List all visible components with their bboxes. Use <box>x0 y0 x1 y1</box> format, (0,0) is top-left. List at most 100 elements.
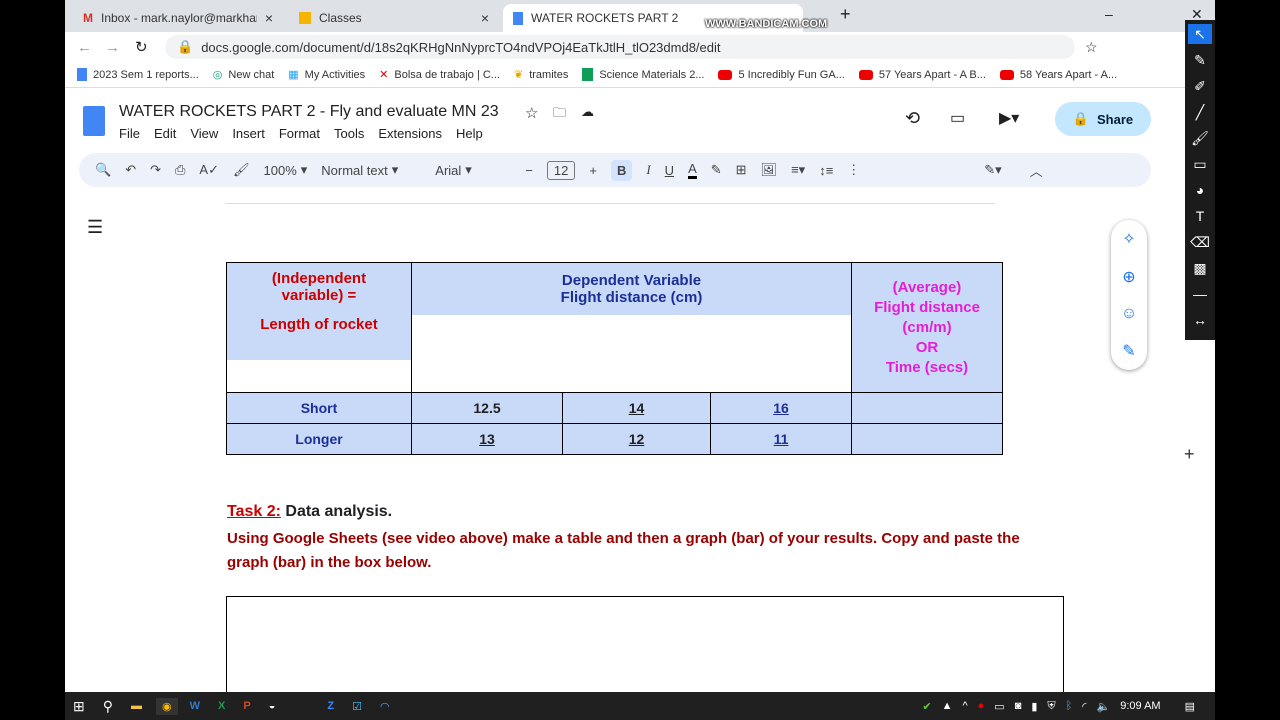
brush-icon[interactable]: 🖌 <box>1191 129 1209 146</box>
menu-help[interactable]: Help <box>455 126 483 141</box>
spellcheck-icon[interactable]: A✓ <box>199 162 219 177</box>
bookmark[interactable]: ◎ New chat <box>213 68 274 82</box>
palette-icon[interactable]: ◕ <box>1195 182 1205 198</box>
insert-image-icon[interactable]: 🖼 <box>760 162 778 177</box>
align-icon[interactable]: ≡▾ <box>791 162 806 177</box>
windows-start-icon[interactable]: ⊞ <box>73 697 85 714</box>
cursor-icon[interactable]: ↖ <box>1188 24 1212 44</box>
redo-icon[interactable]: ↷ <box>150 162 161 177</box>
table-cell[interactable]: 12.5 <box>411 392 563 424</box>
increase-size-button[interactable]: + <box>589 162 597 178</box>
font-select[interactable]: Arial ▾ <box>435 162 472 178</box>
share-button[interactable]: 🔒 Share <box>1055 102 1151 136</box>
more-icon[interactable]: ⋮ <box>847 162 861 177</box>
italic-button[interactable]: I <box>646 162 651 177</box>
row-label[interactable]: Longer <box>226 423 412 455</box>
zoom-icon[interactable]: Z <box>327 700 335 712</box>
bookmark[interactable]: ❦ tramites <box>514 68 568 82</box>
bookmark[interactable]: ✕ Bolsa de trabajo | C... <box>379 68 500 82</box>
forward-button[interactable]: → <box>105 38 120 56</box>
table-cell[interactable]: 13 <box>411 423 563 455</box>
empty-cell[interactable] <box>411 314 852 393</box>
search-icon[interactable]: ⚲ <box>102 697 113 714</box>
bookmark[interactable]: ▦ My Activities <box>288 68 365 82</box>
excel-icon[interactable]: X <box>218 700 226 712</box>
new-tab-button[interactable]: + <box>840 4 851 24</box>
close-icon[interactable]: × <box>264 10 273 26</box>
bookmark[interactable]: 5 Incredibly Fun GA... <box>718 69 845 81</box>
line-spacing-icon[interactable]: ↕≡ <box>819 162 834 178</box>
bookmark[interactable]: 57 Years Apart - A B... <box>858 69 986 81</box>
checker-icon[interactable]: ▩ <box>1193 259 1207 276</box>
outline-icon[interactable]: ☰ <box>87 217 104 237</box>
line-width-icon[interactable]: — <box>1193 286 1207 302</box>
tab-docs[interactable]: WATER ROCKETS PART 2 <box>503 4 803 32</box>
pencil-icon[interactable]: ✎ <box>1194 51 1206 68</box>
paint-format-icon[interactable]: 🖌 <box>232 162 250 177</box>
line-icon[interactable]: ╱ <box>1195 103 1205 120</box>
search-icon[interactable]: 🔍 <box>95 162 112 177</box>
average-cell[interactable] <box>851 392 1003 424</box>
average-cell[interactable] <box>851 423 1003 455</box>
font-size-input[interactable]: 12 <box>546 160 576 180</box>
powerpoint-icon[interactable]: P <box>243 700 251 712</box>
editing-mode-icon[interactable]: ✎▾ <box>984 162 1002 177</box>
bluetooth-icon[interactable]: ᛒ <box>1065 700 1073 712</box>
underline-button[interactable]: U <box>664 162 675 178</box>
marker-icon[interactable]: ✐ <box>1194 77 1206 94</box>
row-label[interactable]: Short <box>226 392 412 424</box>
bold-button[interactable]: B <box>610 159 633 181</box>
notes-icon[interactable]: ☑ <box>352 700 362 713</box>
menu-file[interactable]: File <box>119 126 140 141</box>
tab-gmail[interactable]: M Inbox - mark.naylor@markham.e × <box>73 4 283 32</box>
text-icon[interactable]: T <box>1195 208 1205 224</box>
bookmark[interactable]: Science Materials 2... <box>582 68 704 81</box>
file-explorer-icon[interactable]: ▬ <box>131 700 142 712</box>
add-comment-icon[interactable]: ⊕ <box>1122 269 1136 286</box>
decrease-size-button[interactable]: − <box>525 162 533 178</box>
suggest-edit-icon[interactable]: ✎ <box>1122 343 1136 360</box>
rectangle-icon[interactable]: ▭ <box>1193 155 1207 172</box>
bookmark[interactable]: 2023 Sem 1 reports... <box>77 68 199 81</box>
record-icon[interactable]: ● <box>977 700 985 712</box>
emoji-icon[interactable]: ☺ <box>1120 305 1138 322</box>
menu-extensions[interactable]: Extensions <box>378 126 442 141</box>
app-icon[interactable]: ◒ <box>268 700 276 712</box>
battery-icon[interactable]: ▭ <box>994 700 1005 713</box>
back-button[interactable]: ← <box>77 38 92 56</box>
url-input[interactable]: 🔒 docs.google.com/document/d/18s2qKRHgNnN… <box>165 35 1075 59</box>
menu-tools[interactable]: Tools <box>334 126 365 141</box>
tab-classes[interactable]: Classes × <box>289 4 499 32</box>
menu-format[interactable]: Format <box>278 126 320 141</box>
star-icon[interactable]: ☆ <box>1085 38 1098 55</box>
shield-check-icon[interactable]: ✔ <box>922 700 932 713</box>
table-cell[interactable]: 11 <box>710 423 852 455</box>
minimize-button[interactable]: – <box>1105 6 1113 22</box>
drive-icon[interactable]: ▲ <box>941 700 953 712</box>
comments-icon[interactable]: ▭ <box>950 110 966 127</box>
document-title[interactable]: WATER ROCKETS PART 2 - Fly and evaluate … <box>119 103 499 120</box>
history-icon[interactable]: ⟲ <box>905 108 921 128</box>
volume-icon[interactable]: 🔈 <box>1096 700 1111 713</box>
ruler[interactable] <box>225 192 995 204</box>
close-window-button[interactable]: ✕ <box>1191 6 1203 22</box>
menu-insert[interactable]: Insert <box>232 126 265 141</box>
zoom-select[interactable]: 100% ▾ <box>263 162 308 178</box>
eraser-icon[interactable]: ⌫ <box>1190 233 1210 250</box>
wifi-icon[interactable]: ◜ <box>1082 700 1087 713</box>
undo-icon[interactable]: ↶ <box>125 162 137 177</box>
style-select[interactable]: Normal text ▾ <box>321 162 399 178</box>
app-icon[interactable]: ◙ <box>1014 700 1022 712</box>
insert-link-icon[interactable]: ⊞ <box>735 162 747 177</box>
add-icon[interactable]: + <box>1184 444 1195 464</box>
expand-icon[interactable]: ↔ <box>1193 312 1207 328</box>
menu-view[interactable]: View <box>190 126 219 141</box>
chevron-up-icon[interactable]: ^ <box>962 700 968 712</box>
reload-button[interactable]: ↻ <box>135 39 148 56</box>
notifications-icon[interactable]: ▤ <box>1184 700 1195 713</box>
text-color-button[interactable]: A <box>688 161 697 179</box>
microphone-icon[interactable]: ▮ <box>1031 700 1038 713</box>
ai-icon[interactable]: ✧ <box>1122 231 1136 248</box>
app-icon[interactable]: ◠ <box>379 700 390 713</box>
move-folder-icon[interactable]: 🗀 <box>553 105 567 120</box>
